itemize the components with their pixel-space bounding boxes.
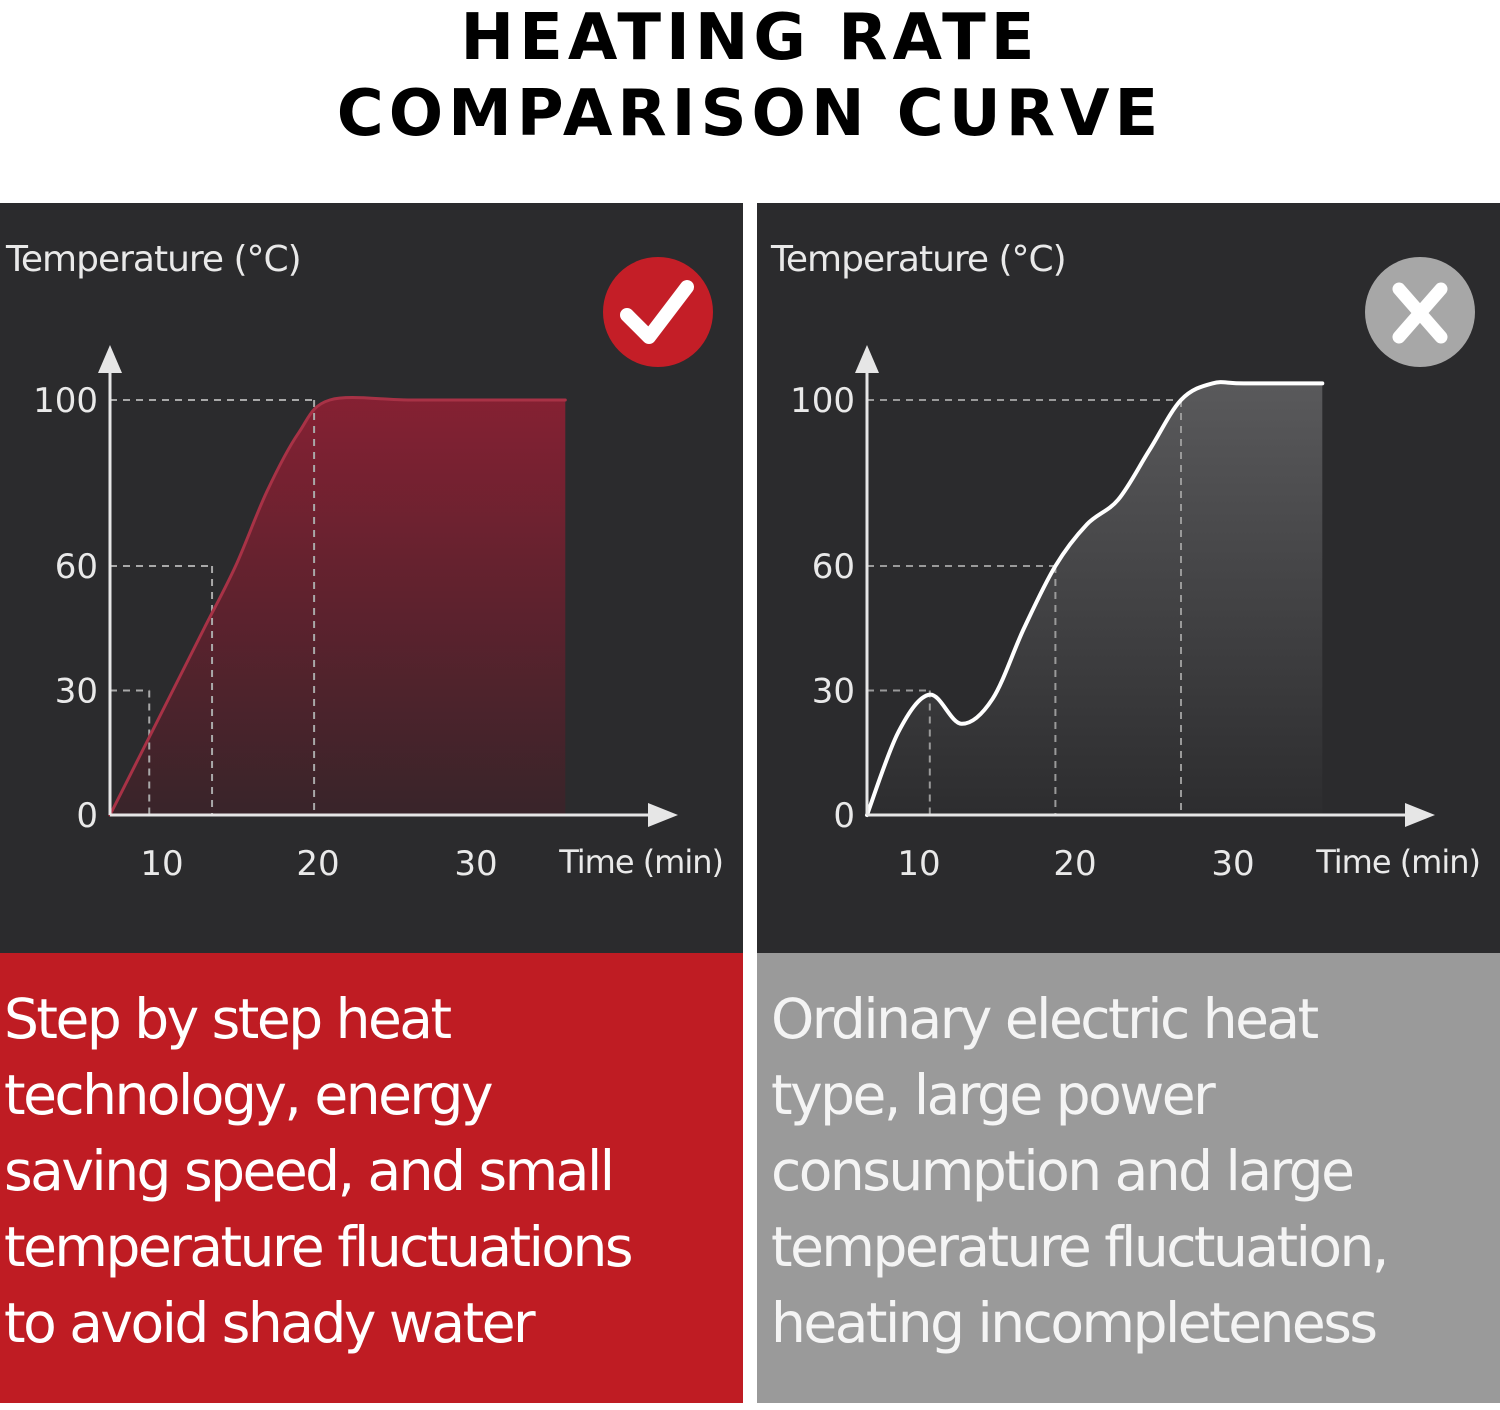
x-tick-label: 20 — [296, 844, 339, 884]
title-line-1: HEATING RATE — [460, 1, 1040, 75]
ordinary-heat-panel: Temperature (°C) 0 30 60 100 10 20 30 Time (min… — [757, 203, 1500, 1403]
desc-line: technology, energy — [4, 1063, 494, 1127]
x-tick-label: 30 — [454, 844, 497, 884]
desc-line: type, large power — [771, 1063, 1216, 1127]
x-axis-title: Time (min) — [1315, 843, 1480, 881]
desc-line: consumption and large — [771, 1139, 1355, 1203]
desc-line: temperature fluctuation, — [771, 1215, 1389, 1279]
y-tick-label: 30 — [55, 672, 98, 712]
ordinary-heat-chart-area: Temperature (°C) 0 30 60 100 10 20 30 Time (min… — [757, 203, 1500, 953]
check-icon — [620, 280, 694, 344]
desc-line: to avoid shady water — [4, 1291, 536, 1355]
y-tick-label: 30 — [812, 672, 855, 712]
x-badge — [1365, 257, 1475, 367]
y-tick-label: 0 — [833, 796, 855, 836]
desc-line: Ordinary electric heat — [771, 987, 1319, 1051]
desc-line: heating incompleteness — [771, 1291, 1378, 1355]
x-axis-arrow — [648, 803, 678, 827]
x-tick-label: 20 — [1053, 844, 1096, 884]
x-tick-label: 30 — [1211, 844, 1254, 884]
y-tick-label: 60 — [812, 547, 855, 587]
title-line-2: COMPARISON CURVE — [336, 77, 1164, 151]
desc-line: Step by step heat — [4, 987, 452, 1051]
step-heat-description: Step by step heat technology, energy sav… — [0, 953, 743, 1403]
y-tick-label: 100 — [790, 381, 855, 421]
y-tick-label: 60 — [55, 547, 98, 587]
series-line — [108, 396, 567, 817]
y-axis-arrow — [98, 345, 122, 373]
y-tick-label: 100 — [33, 381, 98, 421]
x-tick-label: 10 — [897, 844, 940, 884]
x-axis-arrow — [1405, 803, 1435, 827]
y-axis-title: Temperature (°C) — [6, 239, 302, 280]
x-icon — [1392, 282, 1448, 344]
page-title: HEATING RATE COMPARISON CURVE — [0, 0, 1500, 152]
step-heat-chart-area: Temperature (°C) 0 30 60 100 10 20 30 Time (min… — [0, 203, 743, 953]
series-area — [110, 397, 566, 815]
y-axis-title: Temperature (°C) — [771, 239, 1067, 280]
series-area — [867, 382, 1323, 815]
series-line — [865, 380, 1325, 817]
x-tick-label: 10 — [140, 844, 183, 884]
ordinary-heat-chart: 0 30 60 100 10 20 30 Time (min) — [790, 345, 1481, 884]
y-axis-arrow — [855, 345, 879, 373]
step-heat-chart: 0 30 60 100 10 20 30 Time (min) — [33, 345, 724, 884]
check-badge — [603, 257, 713, 367]
ordinary-heat-description: Ordinary electric heat type, large power… — [757, 953, 1500, 1403]
x-axis-title: Time (min) — [558, 843, 723, 881]
desc-line: temperature fluctuations — [4, 1215, 634, 1279]
y-tick-label: 0 — [76, 796, 98, 836]
step-heat-panel: Temperature (°C) 0 30 60 100 10 20 30 Time (min… — [0, 203, 743, 1403]
desc-line: saving speed, and small — [4, 1139, 615, 1203]
